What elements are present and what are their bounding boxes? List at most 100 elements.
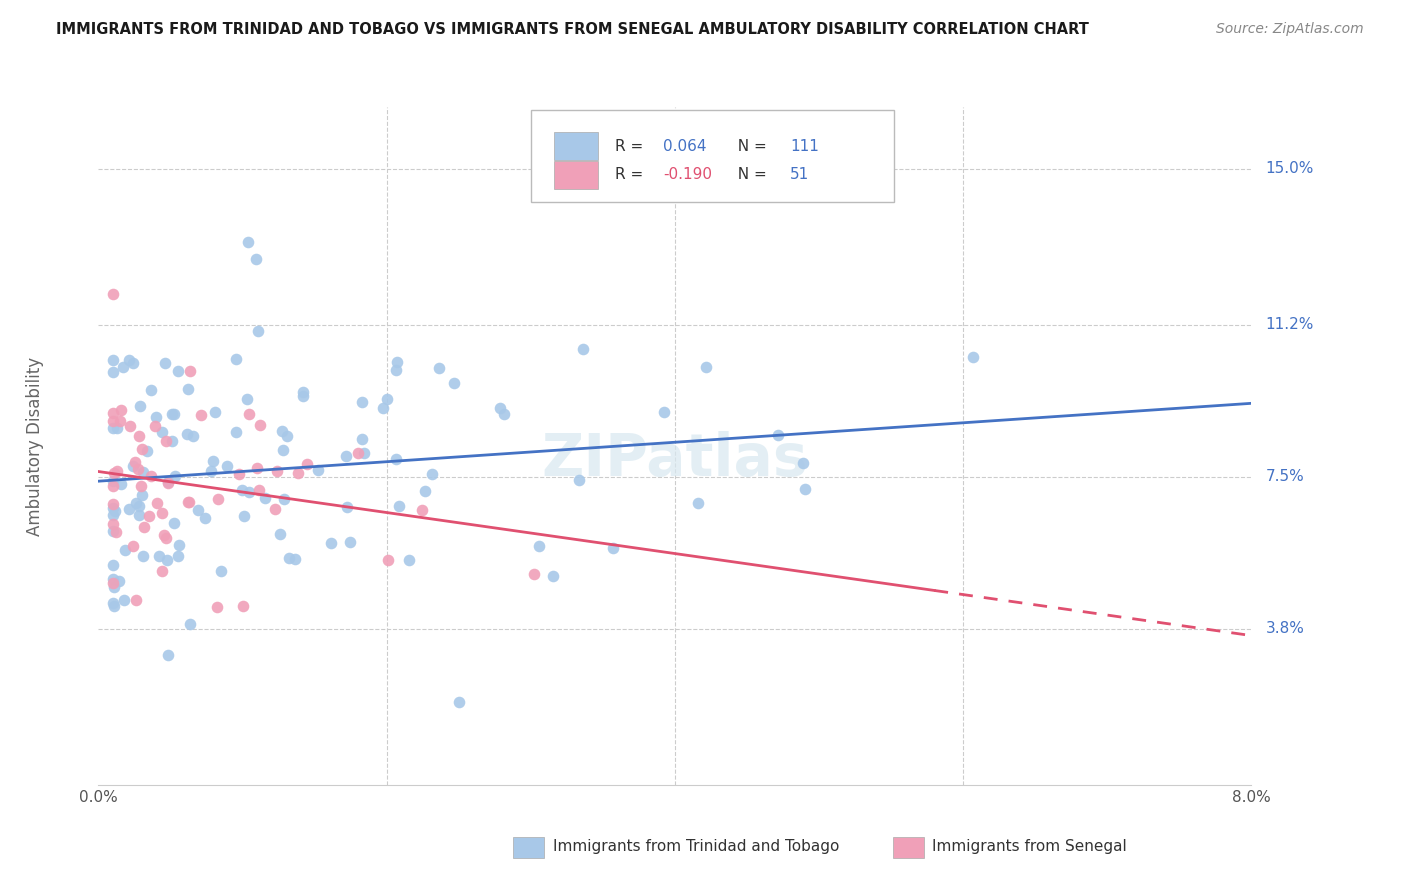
Point (177, 382, 200, 396)
Point (225, 425, 247, 439)
Point (263, 502, 285, 516)
Point (121, 356, 143, 370)
Point (523, 566, 546, 581)
FancyBboxPatch shape (530, 111, 894, 202)
Point (124, 455, 146, 469)
Text: 8.0%: 8.0% (1232, 790, 1271, 805)
Point (602, 541, 624, 555)
Point (138, 509, 160, 524)
Point (156, 553, 179, 567)
Point (169, 538, 191, 552)
Point (271, 443, 294, 458)
Point (163, 469, 186, 483)
Point (145, 409, 167, 424)
Point (128, 499, 150, 513)
Point (375, 392, 398, 406)
Text: Immigrants from Trinidad and Tobago: Immigrants from Trinidad and Tobago (553, 839, 839, 854)
Point (194, 511, 217, 525)
Point (233, 508, 256, 523)
Point (231, 483, 253, 497)
Point (114, 543, 136, 558)
Point (101, 524, 124, 539)
Point (110, 403, 132, 417)
Text: 15.0%: 15.0% (1265, 161, 1313, 176)
Point (156, 648, 179, 662)
FancyBboxPatch shape (554, 161, 598, 189)
Text: R =: R = (614, 138, 648, 153)
Point (415, 484, 437, 499)
Point (153, 355, 176, 369)
Point (276, 429, 298, 443)
Point (420, 467, 443, 481)
Point (112, 592, 135, 607)
Point (179, 495, 201, 509)
Point (794, 482, 817, 496)
Point (695, 359, 717, 374)
Text: N =: N = (728, 138, 772, 153)
Point (247, 324, 270, 338)
Point (287, 466, 309, 480)
Point (541, 569, 564, 583)
Point (105, 421, 128, 435)
Point (120, 419, 142, 434)
Point (150, 506, 173, 520)
Point (205, 600, 228, 615)
Point (150, 425, 173, 440)
Point (297, 457, 319, 471)
Point (292, 388, 315, 402)
Text: Ambulatory Disability: Ambulatory Disability (25, 357, 44, 535)
Point (429, 361, 451, 376)
Point (101, 406, 124, 420)
Point (118, 502, 141, 516)
Point (101, 353, 124, 368)
Point (101, 596, 124, 610)
Text: R =: R = (614, 168, 648, 182)
FancyBboxPatch shape (554, 132, 598, 161)
Point (232, 599, 254, 614)
Point (107, 464, 129, 478)
Point (336, 500, 359, 515)
Point (271, 424, 294, 438)
Point (179, 364, 201, 378)
Point (101, 475, 124, 489)
Point (132, 549, 155, 563)
Text: IMMIGRANTS FROM TRINIDAD AND TOBAGO VS IMMIGRANTS FROM SENEGAL AMBULATORY DISABI: IMMIGRANTS FROM TRINIDAD AND TOBAGO VS I… (56, 22, 1090, 37)
Point (398, 552, 420, 566)
Point (179, 617, 201, 632)
Point (162, 407, 184, 421)
Point (388, 499, 411, 513)
Point (101, 479, 124, 493)
Text: N =: N = (728, 168, 772, 182)
Point (207, 491, 229, 506)
Point (228, 467, 250, 482)
Point (347, 446, 370, 460)
Point (238, 407, 260, 421)
Point (110, 477, 132, 491)
Point (127, 462, 149, 476)
Point (166, 549, 188, 564)
Point (101, 501, 124, 516)
Point (571, 343, 593, 357)
Point (385, 355, 408, 369)
Point (284, 552, 307, 566)
Point (139, 469, 162, 483)
Point (122, 539, 145, 553)
Point (253, 491, 276, 506)
Point (155, 531, 177, 545)
Point (335, 449, 357, 463)
Point (269, 527, 291, 541)
Point (118, 353, 141, 368)
Text: 51: 51 (790, 168, 810, 182)
Point (247, 483, 270, 497)
Point (385, 363, 408, 377)
Point (339, 535, 361, 549)
Point (527, 539, 550, 553)
Point (377, 552, 399, 566)
Point (350, 395, 373, 409)
Point (488, 401, 510, 416)
Point (447, 695, 470, 709)
Point (962, 350, 984, 364)
Point (187, 503, 209, 517)
Point (104, 525, 127, 540)
Point (273, 492, 295, 507)
